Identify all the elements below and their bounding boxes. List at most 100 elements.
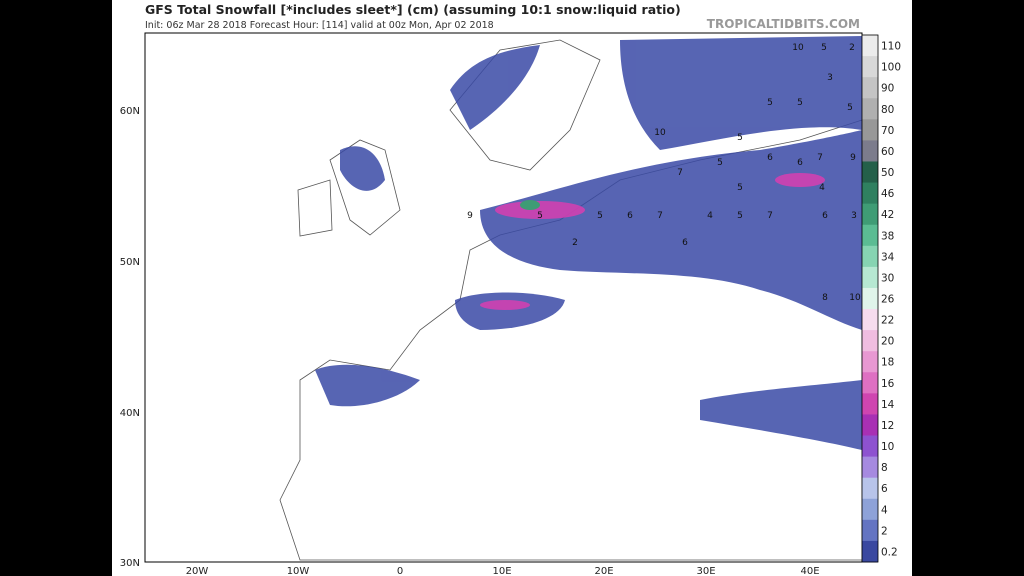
snow-label: 7	[767, 211, 773, 221]
snow-label: 5	[537, 211, 543, 221]
colorbar-swatch	[862, 519, 878, 542]
colorbar-swatch	[862, 98, 878, 120]
colorbar-swatch	[862, 140, 878, 162]
colorbar-label: 8	[881, 462, 888, 474]
snow-label: 5	[821, 43, 827, 53]
colorbar-label: 50	[881, 167, 894, 179]
colorbar-label: 6	[881, 483, 888, 495]
colorbar-label: 34	[881, 251, 895, 263]
colorbar-swatch	[862, 35, 878, 57]
lon-label: 20E	[594, 566, 613, 576]
colorbar-label: 90	[881, 83, 894, 95]
colorbar-label: 16	[881, 378, 895, 390]
snow-heavy	[480, 173, 825, 310]
lon-label: 10W	[287, 566, 310, 576]
colorbar-swatch	[862, 245, 878, 268]
colorbar-swatch	[862, 182, 878, 205]
colorbar-label: 42	[881, 209, 894, 221]
snow-label: 4	[819, 183, 825, 193]
colorbar-swatch	[862, 540, 878, 563]
snow-label: 5	[737, 133, 743, 143]
colorbar-label: 38	[881, 230, 894, 242]
snow-label: 7	[677, 168, 683, 178]
snow-label: 2	[572, 238, 578, 248]
lon-label: 0	[397, 566, 403, 576]
snow-label: 5	[737, 183, 743, 193]
colorbar-swatch	[862, 498, 878, 521]
snow-label: 9	[467, 211, 473, 221]
subtitle: Init: 06z Mar 28 2018 Forecast Hour: [11…	[145, 20, 494, 31]
colorbar-swatch	[862, 372, 878, 394]
colorbar-label: 110	[881, 41, 901, 53]
colorbar-swatch	[862, 77, 878, 99]
colorbar-label: 0.2	[881, 546, 898, 558]
colorbar-swatch	[862, 351, 878, 373]
snow-label: 5	[717, 158, 723, 168]
snow-label: 10	[792, 43, 804, 53]
snow-label: 6	[767, 153, 773, 163]
snow-areas	[315, 36, 862, 450]
colorbar-label: 70	[881, 125, 894, 137]
colorbar-label: 12	[881, 420, 894, 432]
snow-label: 5	[797, 98, 803, 108]
colorbar-swatch	[862, 330, 878, 352]
colorbar-label: 20	[881, 336, 894, 348]
snow-label: 5	[737, 211, 743, 221]
colorbar-swatch	[862, 224, 878, 247]
colorbar-label: 2	[881, 525, 888, 537]
lon-label: 30E	[696, 566, 715, 576]
colorbar-swatch	[862, 287, 878, 310]
colorbar-label: 30	[881, 272, 894, 284]
snow-label: 4	[707, 211, 713, 221]
snow-label: 8	[822, 293, 828, 303]
lat-label: 30N	[120, 558, 140, 569]
colorbar-swatch	[862, 309, 878, 331]
colorbar-swatch	[862, 266, 878, 289]
map	[144, 32, 863, 563]
lat-label: 50N	[120, 257, 140, 268]
snow-label: 6	[797, 158, 803, 168]
colorbar-label: 46	[881, 188, 895, 200]
colorbar-label: 14	[881, 399, 895, 411]
snow-label: 7	[817, 153, 823, 163]
snow-label: 10	[849, 293, 861, 303]
snow-label: 2	[849, 43, 855, 53]
colorbar-label: 22	[881, 315, 894, 327]
colorbar-swatch	[862, 456, 878, 479]
snow-extreme	[520, 200, 540, 210]
snow-label: 5	[767, 98, 773, 108]
lon-label: 10E	[492, 566, 511, 576]
colorbar-label: 60	[881, 146, 894, 158]
colorbar-swatch	[862, 119, 878, 141]
brand: TROPICALTIDBITS.COM	[707, 17, 860, 31]
colorbar-label: 4	[881, 504, 888, 516]
colorbar-swatch	[862, 477, 878, 500]
lon-label: 20W	[186, 566, 209, 576]
colorbar-label: 18	[881, 357, 894, 369]
colorbar-swatch	[862, 56, 878, 78]
colorbar-swatch	[862, 161, 878, 184]
colorbar-swatch	[862, 435, 878, 458]
colorbar-swatch	[862, 203, 878, 226]
lon-label: 40E	[800, 566, 819, 576]
colorbar-label: 100	[881, 62, 901, 74]
colorbar-swatch	[862, 414, 878, 437]
snow-label: 3	[827, 73, 833, 83]
snow-label: 3	[851, 211, 857, 221]
lat-label: 40N	[120, 408, 140, 419]
lat-label: 60N	[120, 106, 140, 117]
colorbar-frame	[861, 34, 879, 563]
snow-label: 5	[847, 103, 853, 113]
title: GFS Total Snowfall [*includes sleet*] (c…	[145, 2, 681, 17]
snow-label: 6	[627, 211, 633, 221]
snow-label: 6	[682, 238, 688, 248]
colorbar-label: 10	[881, 441, 894, 453]
snow-label: 6	[822, 211, 828, 221]
snow-label: 7	[657, 211, 663, 221]
snow-label: 10	[654, 128, 666, 138]
colorbar-label: 80	[881, 104, 894, 116]
colorbar-swatch	[862, 393, 878, 415]
snow-label: 9	[850, 153, 856, 163]
snow-label: 5	[597, 211, 603, 221]
